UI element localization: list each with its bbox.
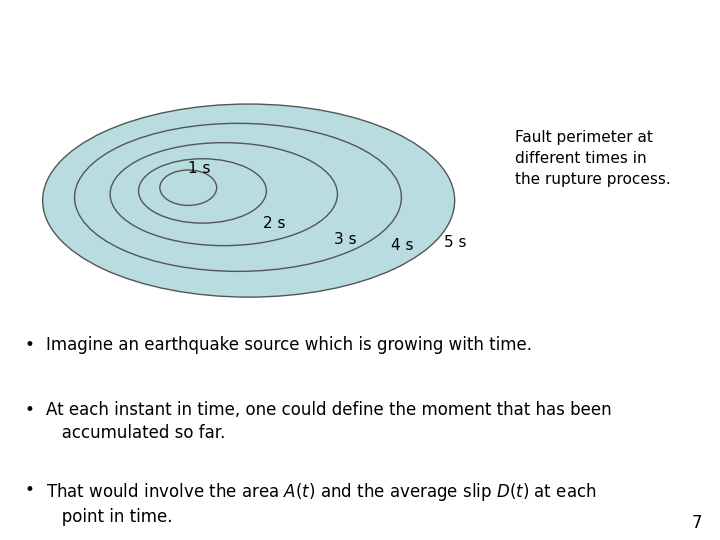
Text: 5 s: 5 s bbox=[444, 235, 467, 250]
Text: Fault perimeter at
different times in
the rupture process.: Fault perimeter at different times in th… bbox=[515, 130, 670, 187]
Text: 2 s: 2 s bbox=[263, 215, 285, 231]
Text: •: • bbox=[24, 401, 40, 418]
Ellipse shape bbox=[138, 159, 266, 223]
Text: Imagine an earthquake source which is growing with time.: Imagine an earthquake source which is gr… bbox=[45, 336, 531, 354]
Ellipse shape bbox=[75, 123, 401, 272]
Text: 3 s: 3 s bbox=[334, 232, 356, 247]
Text: That would involve the area $A(t)$ and the average slip $D(t)$ at each
   point : That would involve the area $A(t)$ and t… bbox=[45, 481, 596, 525]
Ellipse shape bbox=[160, 170, 217, 205]
Text: Moment release: Moment release bbox=[10, 35, 287, 64]
Text: At each instant in time, one could define the moment that has been
   accumulate: At each instant in time, one could defin… bbox=[45, 401, 611, 442]
Text: 1 s: 1 s bbox=[188, 161, 211, 176]
Ellipse shape bbox=[110, 143, 338, 246]
Text: 7: 7 bbox=[691, 514, 702, 532]
Ellipse shape bbox=[42, 104, 454, 297]
Text: •: • bbox=[24, 336, 40, 354]
Text: •: • bbox=[24, 481, 40, 498]
Text: KINEMATICS POINT SOURCE: KINEMATICS POINT SOURCE bbox=[10, 16, 204, 29]
Text: 4 s: 4 s bbox=[391, 238, 413, 253]
